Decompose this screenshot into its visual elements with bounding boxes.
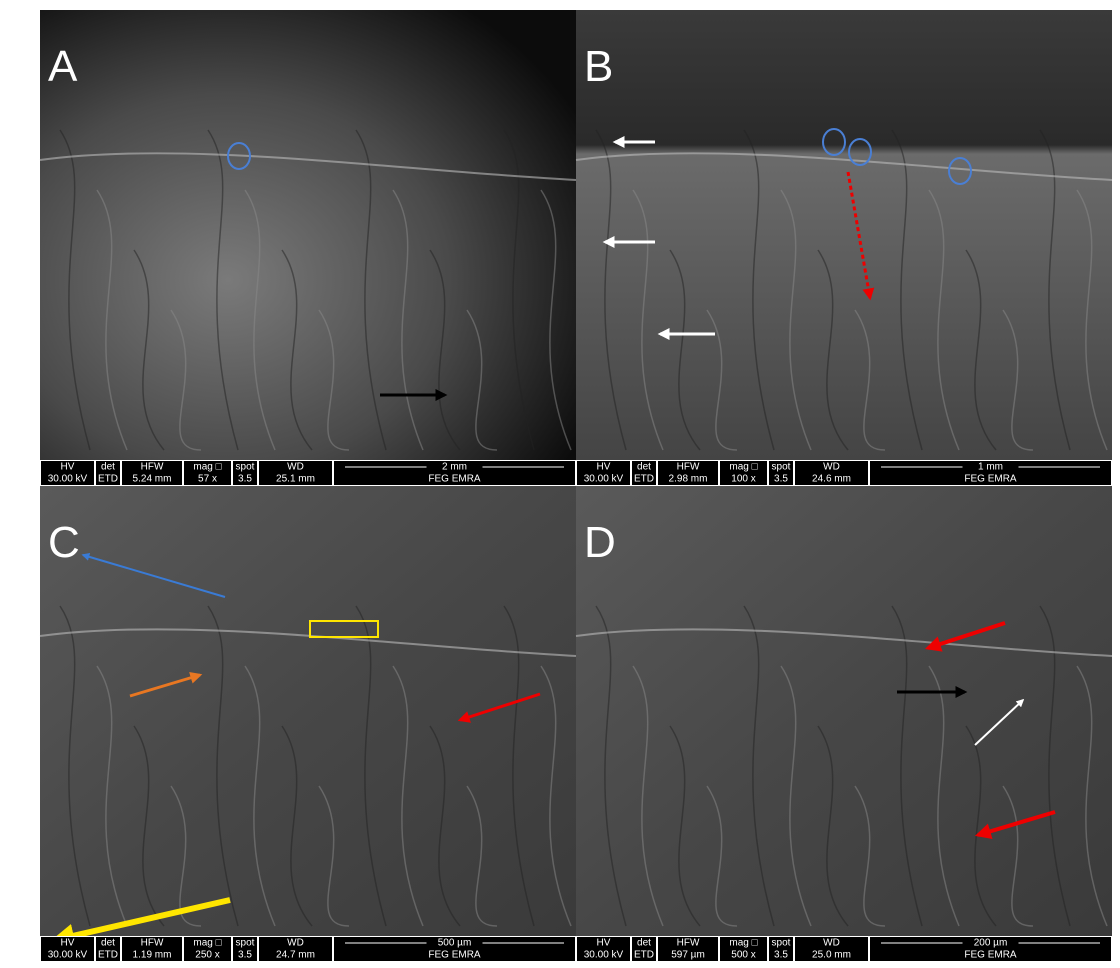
micrograph: [40, 10, 576, 460]
info-value: 5.24 mm: [133, 474, 172, 485]
info-header: spot: [772, 938, 791, 949]
info-header: HFW: [677, 938, 700, 949]
info-value: ETD: [634, 950, 654, 961]
info-value: 30.00 kV: [48, 950, 88, 961]
info-value: 3.5: [774, 474, 788, 485]
info-header: mag □: [193, 938, 221, 949]
info-header: HV: [597, 938, 611, 949]
page: {"figure": { "headers": ["HV", "det", "H…: [0, 0, 1120, 968]
info-header: HV: [61, 462, 75, 473]
scale-label: 500 µm: [438, 938, 472, 949]
info-header: mag □: [729, 938, 757, 949]
figure: AHV30.00 kVdetETDHFW5.24 mmmag □57 xspot…: [0, 0, 1120, 963]
info-value: ETD: [98, 950, 118, 961]
info-header: mag □: [193, 462, 221, 473]
info-value: 25.0 mm: [812, 950, 851, 961]
scale-label: 2 mm: [442, 462, 467, 473]
info-header: HFW: [677, 462, 700, 473]
info-header: HFW: [141, 462, 164, 473]
info-header: WD: [287, 462, 304, 473]
info-value: 24.6 mm: [812, 474, 851, 485]
panel-letter: B: [584, 42, 613, 91]
info-value: ETD: [98, 474, 118, 485]
scale-label: 1 mm: [978, 462, 1003, 473]
info-value: 100 x: [731, 474, 755, 485]
info-value: 24.7 mm: [276, 950, 315, 961]
info-value: 3.5: [774, 950, 788, 961]
info-header: spot: [772, 462, 791, 473]
info-header: spot: [236, 938, 255, 949]
info-value: 25.1 mm: [276, 474, 315, 485]
info-header: spot: [236, 462, 255, 473]
info-header: WD: [823, 938, 840, 949]
system-label: FEG EMRA: [428, 474, 481, 485]
panel-letter: D: [584, 518, 616, 567]
info-value: 1.19 mm: [133, 950, 172, 961]
micrograph: [576, 486, 1112, 936]
info-value: 57 x: [198, 474, 217, 485]
info-value: ETD: [634, 474, 654, 485]
info-value: 250 x: [195, 950, 219, 961]
info-value: 30.00 kV: [48, 474, 88, 485]
panel-letter: C: [48, 518, 80, 567]
info-header: mag □: [729, 462, 757, 473]
system-label: FEG EMRA: [428, 950, 481, 961]
info-header: det: [101, 462, 115, 473]
info-header: det: [637, 462, 651, 473]
info-header: HV: [597, 462, 611, 473]
micrograph: [40, 486, 576, 936]
info-header: WD: [287, 938, 304, 949]
info-value: 3.5: [238, 950, 252, 961]
info-value: 30.00 kV: [584, 474, 624, 485]
info-value: 30.00 kV: [584, 950, 624, 961]
info-header: HV: [61, 938, 75, 949]
panel-letter: A: [48, 42, 78, 91]
info-header: HFW: [141, 938, 164, 949]
info-header: det: [101, 938, 115, 949]
system-label: FEG EMRA: [964, 950, 1017, 961]
system-label: FEG EMRA: [964, 474, 1017, 485]
info-header: WD: [823, 462, 840, 473]
info-value: 3.5: [238, 474, 252, 485]
info-value: 597 µm: [671, 950, 705, 961]
info-value: 500 x: [731, 950, 755, 961]
info-header: det: [637, 938, 651, 949]
info-value: 2.98 mm: [669, 474, 708, 485]
micrograph: [576, 10, 1112, 460]
scale-label: 200 µm: [974, 938, 1008, 949]
